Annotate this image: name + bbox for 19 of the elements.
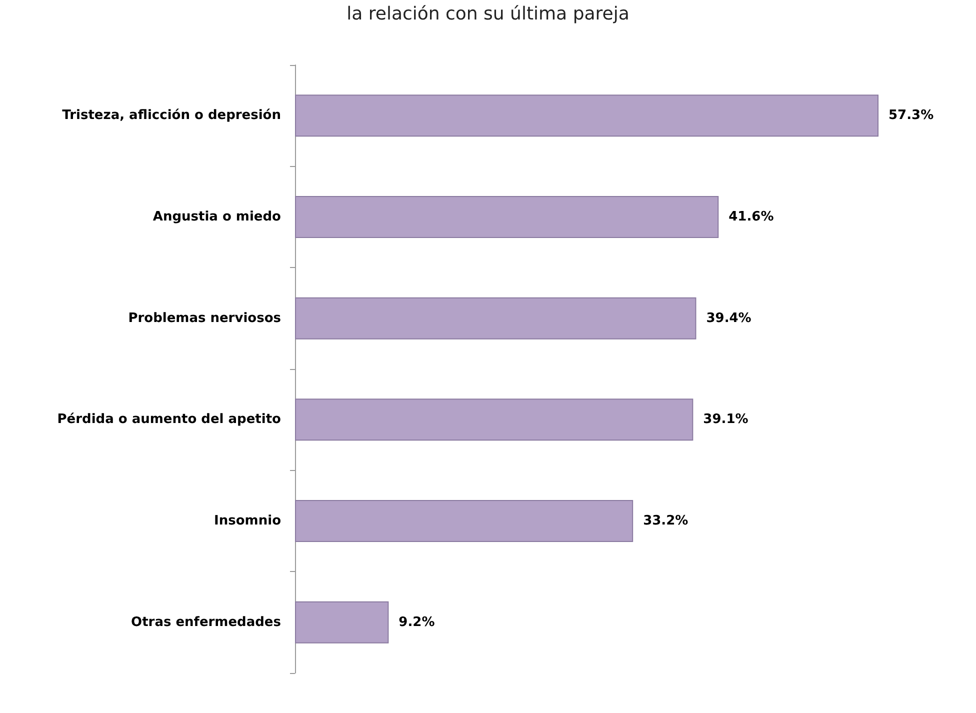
data-label: 57.3%: [888, 108, 934, 124]
y-tick-label: Problemas nerviosos: [128, 310, 282, 326]
data-label: 41.6%: [728, 210, 774, 224]
y-tick-label: Angustia o miedo: [152, 210, 282, 224]
data-label: 39.4%: [706, 310, 752, 326]
chart-title: la relación con su última pareja: [346, 4, 630, 24]
y-tick-label: Pérdida o aumento del apetito: [57, 412, 282, 428]
data-label: 33.2%: [643, 514, 688, 528]
bar: [295, 601, 389, 644]
bar: [295, 94, 879, 137]
bar: [295, 297, 696, 340]
bar: [295, 196, 719, 238]
data-label: 39.1%: [703, 412, 748, 428]
y-tick-label: Tristeza, aflicción o depresión: [62, 108, 281, 124]
data-label: 9.2%: [398, 614, 435, 630]
bar: [295, 500, 634, 542]
bar: [295, 398, 694, 441]
y-tick-label: Insomnio: [214, 514, 282, 528]
y-tick-label: Otras enfermedades: [131, 614, 282, 630]
